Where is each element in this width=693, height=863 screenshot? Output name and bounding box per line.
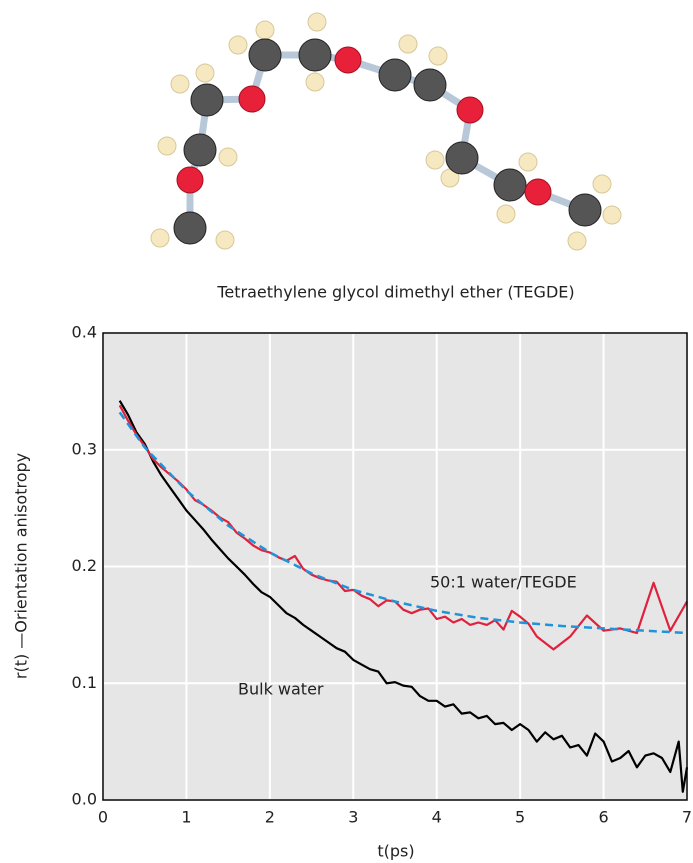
caption: Tetraethylene glycol dimethyl ether (TEG… <box>216 283 574 302</box>
y-tick-label: 0.2 <box>72 556 97 575</box>
data-line <box>118 400 689 793</box>
x-axis-label: t(ps) <box>377 842 414 861</box>
x-tick-label: 5 <box>515 808 525 827</box>
plot-frame <box>102 332 688 801</box>
data-line <box>118 411 688 635</box>
y-tick-label: 0.1 <box>72 673 97 692</box>
y-tick-label: 0.3 <box>72 439 97 458</box>
x-tick-label: 3 <box>348 808 358 827</box>
series-label: Bulk water <box>238 680 324 699</box>
x-tick-label: 2 <box>265 808 275 827</box>
series-label: 50:1 water/TEGDE <box>430 573 577 592</box>
x-tick-label: 4 <box>432 808 442 827</box>
x-tick-label: 6 <box>598 808 608 827</box>
molecule <box>150 12 622 251</box>
x-tick-label: 0 <box>98 808 108 827</box>
y-tick-label: 0.4 <box>72 323 97 342</box>
x-tick-label: 1 <box>181 808 191 827</box>
y-tick-label: 0.0 <box>72 790 97 809</box>
x-tick-label: 7 <box>682 808 692 827</box>
y-axis-label: r(t) —Orientation anisotropy <box>12 453 31 679</box>
